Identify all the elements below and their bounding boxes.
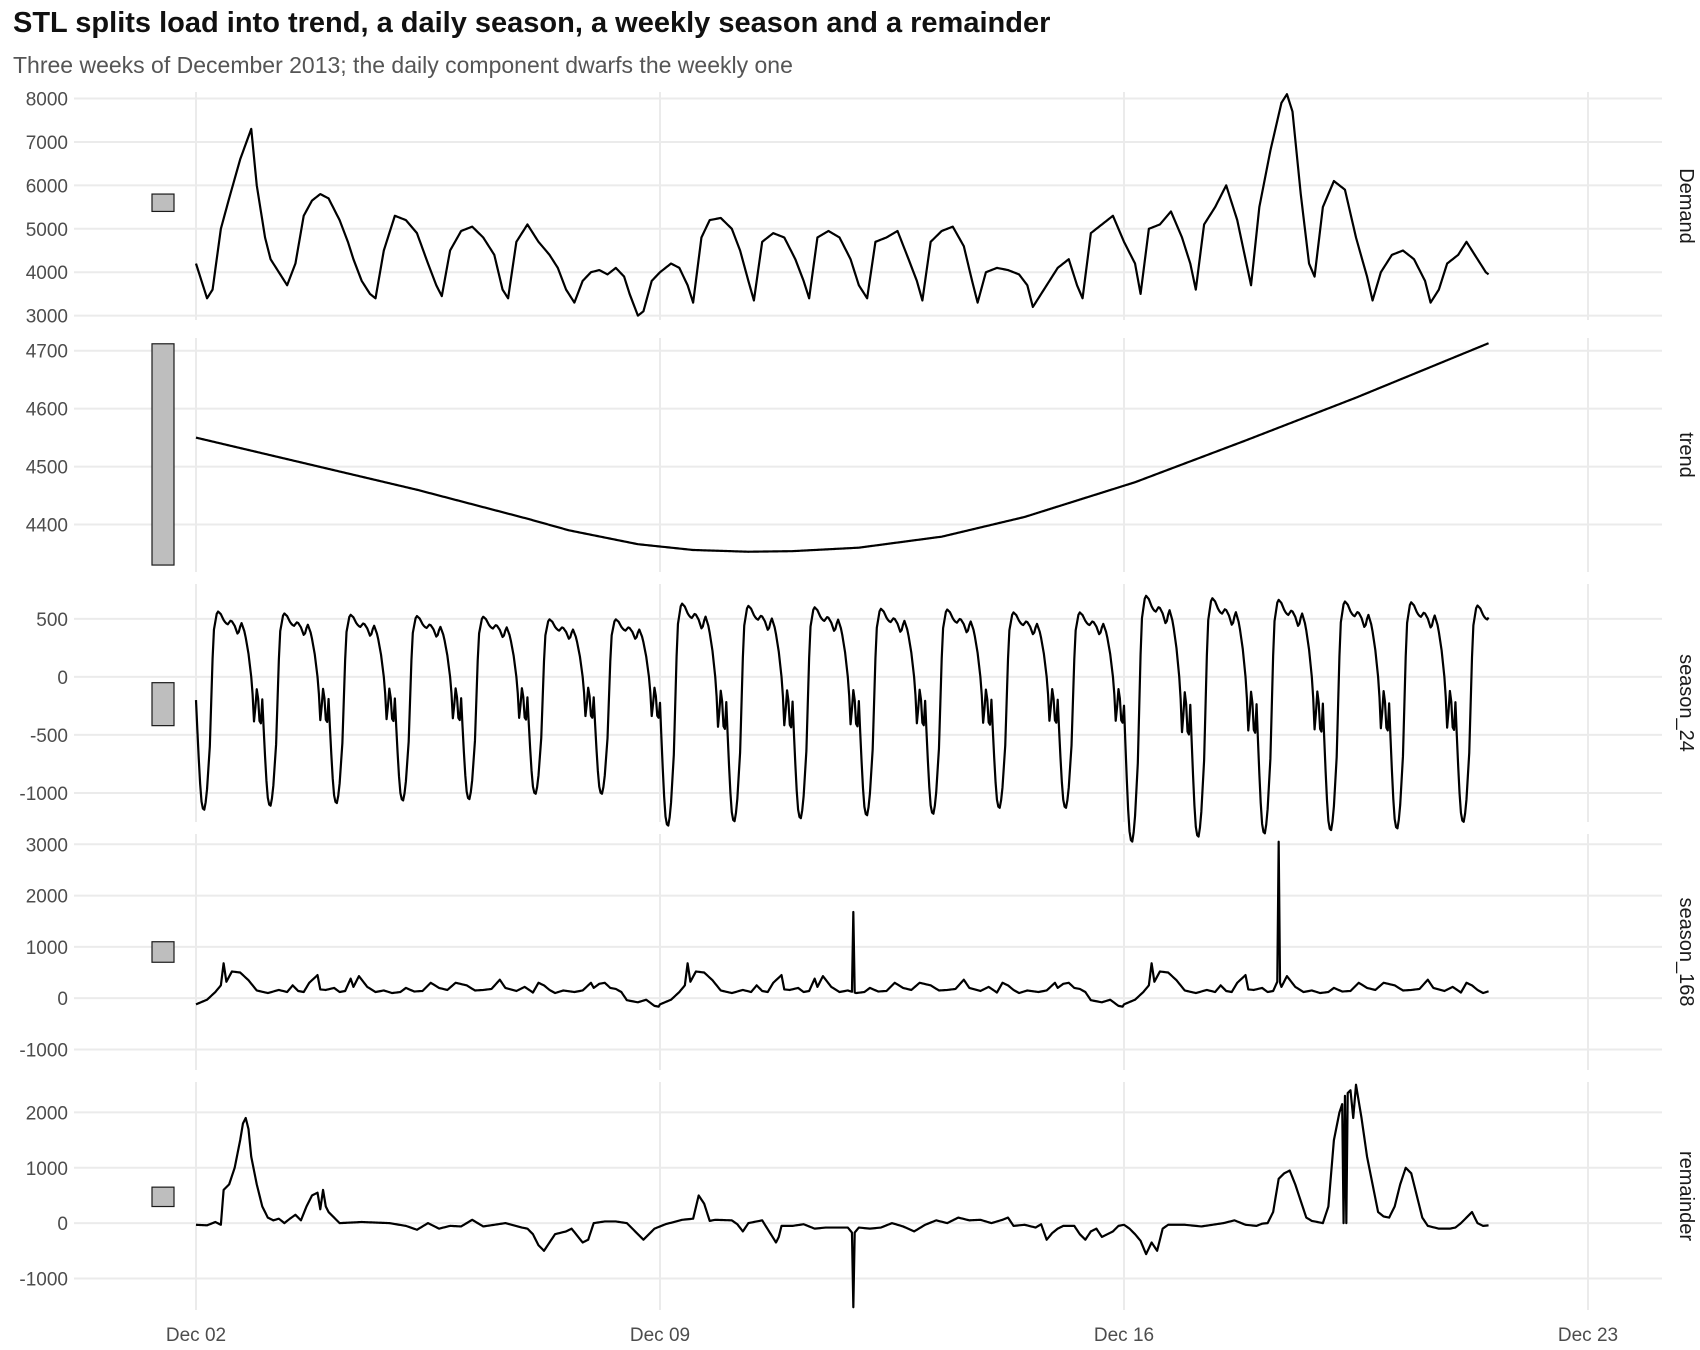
y-tick-label: -1000 (19, 1040, 68, 1061)
y-tick-label: 1000 (26, 1159, 68, 1180)
panel-strip-label: trend (1675, 432, 1697, 478)
series-line-season_168 (195, 840, 1489, 1008)
y-tick-label: 4000 (26, 263, 68, 284)
y-tick-label: 3000 (26, 307, 68, 328)
x-tick-label: Dec 16 (1094, 1325, 1154, 1346)
y-tick-label: -500 (30, 726, 68, 747)
y-tick-label: 6000 (26, 176, 68, 197)
y-tick-label: 4700 (26, 342, 68, 363)
panel-strip-label: season_168 (1675, 898, 1697, 1007)
scale-bar-remainder (151, 1186, 175, 1208)
x-tick-label: Dec 09 (630, 1325, 690, 1346)
x-tick-label: Dec 23 (1558, 1325, 1618, 1346)
chart-subtitle: Three weeks of December 2013; the daily … (13, 52, 793, 78)
y-tick-label: 5000 (26, 220, 68, 241)
x-tick-label: Dec 02 (166, 1325, 226, 1346)
y-tick-label: 0 (57, 668, 68, 689)
y-tick-label: 2000 (26, 1103, 68, 1124)
y-tick-label: -1000 (19, 1269, 68, 1290)
y-tick-label: 4400 (26, 516, 68, 537)
chart-title: STL splits load into trend, a daily seas… (13, 7, 1051, 39)
panel-strip-label: remainder (1675, 1151, 1697, 1241)
panel-strip-label: season_24 (1675, 654, 1697, 752)
scale-bar-trend (151, 343, 175, 566)
scale-bar-season_168 (151, 941, 175, 963)
y-tick-label: 1000 (26, 938, 68, 959)
y-tick-label: 7000 (26, 133, 68, 154)
series-line-remainder (195, 1083, 1489, 1309)
scale-bar-Demand (151, 193, 175, 213)
panel-strip-label: Demand (1675, 168, 1697, 244)
series-line-season_24 (194, 594, 1490, 843)
y-tick-label: 3000 (26, 835, 68, 856)
y-tick-label: 8000 (26, 90, 68, 111)
y-tick-label: 4600 (26, 400, 68, 421)
y-tick-label: 0 (57, 989, 68, 1010)
y-tick-label: -1000 (19, 784, 68, 805)
y-tick-label: 0 (57, 1214, 68, 1235)
scale-bar-season_24 (151, 682, 175, 727)
series-line-Demand (194, 93, 1490, 317)
y-tick-label: 500 (36, 610, 68, 631)
series-line-trend (195, 342, 1489, 553)
y-tick-label: 2000 (26, 887, 68, 908)
y-tick-label: 4500 (26, 458, 68, 479)
